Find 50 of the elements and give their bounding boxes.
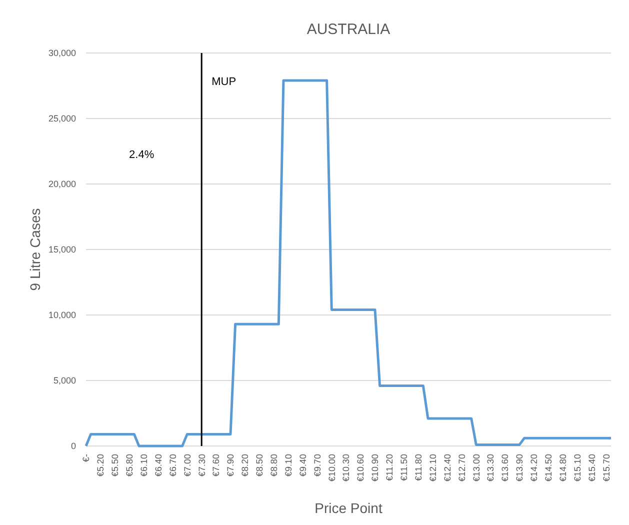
x-tick-label: €7.00 bbox=[182, 454, 192, 477]
x-tick-label: €7.60 bbox=[211, 454, 222, 477]
y-tick-label: 5,000 bbox=[53, 376, 76, 386]
y-tick-label: 10,000 bbox=[48, 310, 76, 320]
x-tick-label: €12.10 bbox=[428, 454, 438, 482]
x-tick-label: €11.20 bbox=[384, 454, 395, 481]
x-axis-title: Price Point bbox=[314, 500, 382, 516]
x-tick-label: €6.40 bbox=[153, 454, 164, 477]
x-tick-label: €6.10 bbox=[138, 454, 149, 477]
y-tick-label: 25,000 bbox=[48, 114, 76, 124]
x-tick-label: €7.90 bbox=[226, 454, 236, 477]
x-tick-label: €14.20 bbox=[529, 454, 540, 482]
ref-line-label: MUP bbox=[212, 76, 236, 88]
x-tick-label: €15.40 bbox=[586, 454, 597, 482]
x-tick-label: €10.90 bbox=[370, 454, 380, 482]
x-tick-label: €13.90 bbox=[514, 454, 525, 482]
y-axis-title: 9 Litre Cases bbox=[27, 208, 43, 291]
line-series bbox=[84, 79, 612, 448]
y-tick-label: 30,000 bbox=[48, 48, 76, 58]
x-tick-label: €11.50 bbox=[399, 454, 410, 481]
x-tick-label: €8.80 bbox=[268, 454, 279, 477]
x-tick-label: €14.50 bbox=[544, 454, 554, 482]
x-tick-label: €10.60 bbox=[356, 454, 366, 482]
y-tick-label: 20,000 bbox=[48, 179, 76, 190]
x-tick-label: €5.80 bbox=[124, 454, 134, 477]
x-tick-label: €11.80 bbox=[413, 454, 424, 481]
x-tick-label: €8.20 bbox=[240, 454, 250, 477]
x-tick-label: €6.70 bbox=[168, 454, 178, 477]
x-tick-label: €12.70 bbox=[456, 454, 467, 482]
x-tick-label: €9.40 bbox=[298, 454, 308, 477]
x-tick-label: €7.30 bbox=[196, 454, 207, 477]
x-tick-label: €13.60 bbox=[500, 454, 510, 482]
x-tick-label: €15.70 bbox=[601, 454, 612, 482]
x-tick-label: €5.20 bbox=[96, 454, 106, 477]
x-tick-label: €9.10 bbox=[283, 454, 294, 477]
x-tick-label: €10.30 bbox=[341, 454, 352, 482]
annotation: 2.4% bbox=[129, 149, 154, 161]
x-tick-label: €8.50 bbox=[254, 454, 265, 477]
chart-title: AUSTRALIA bbox=[306, 21, 390, 38]
x-tick-label: €15.10 bbox=[572, 454, 582, 482]
x-tick-label: €10.00 bbox=[326, 454, 337, 482]
x-tick-label: €13.30 bbox=[486, 454, 496, 482]
x-tick-label: €- bbox=[81, 454, 92, 462]
x-tick-label: €13.00 bbox=[471, 454, 482, 482]
x-tick-label: €14.80 bbox=[558, 454, 568, 482]
y-tick-label: 15,000 bbox=[48, 244, 76, 255]
x-tick-label: €5.50 bbox=[110, 454, 120, 477]
x-tick-label: €12.40 bbox=[442, 454, 452, 482]
x-tick-label: €9.70 bbox=[312, 454, 322, 477]
y-tick-label: 0 bbox=[70, 441, 76, 452]
